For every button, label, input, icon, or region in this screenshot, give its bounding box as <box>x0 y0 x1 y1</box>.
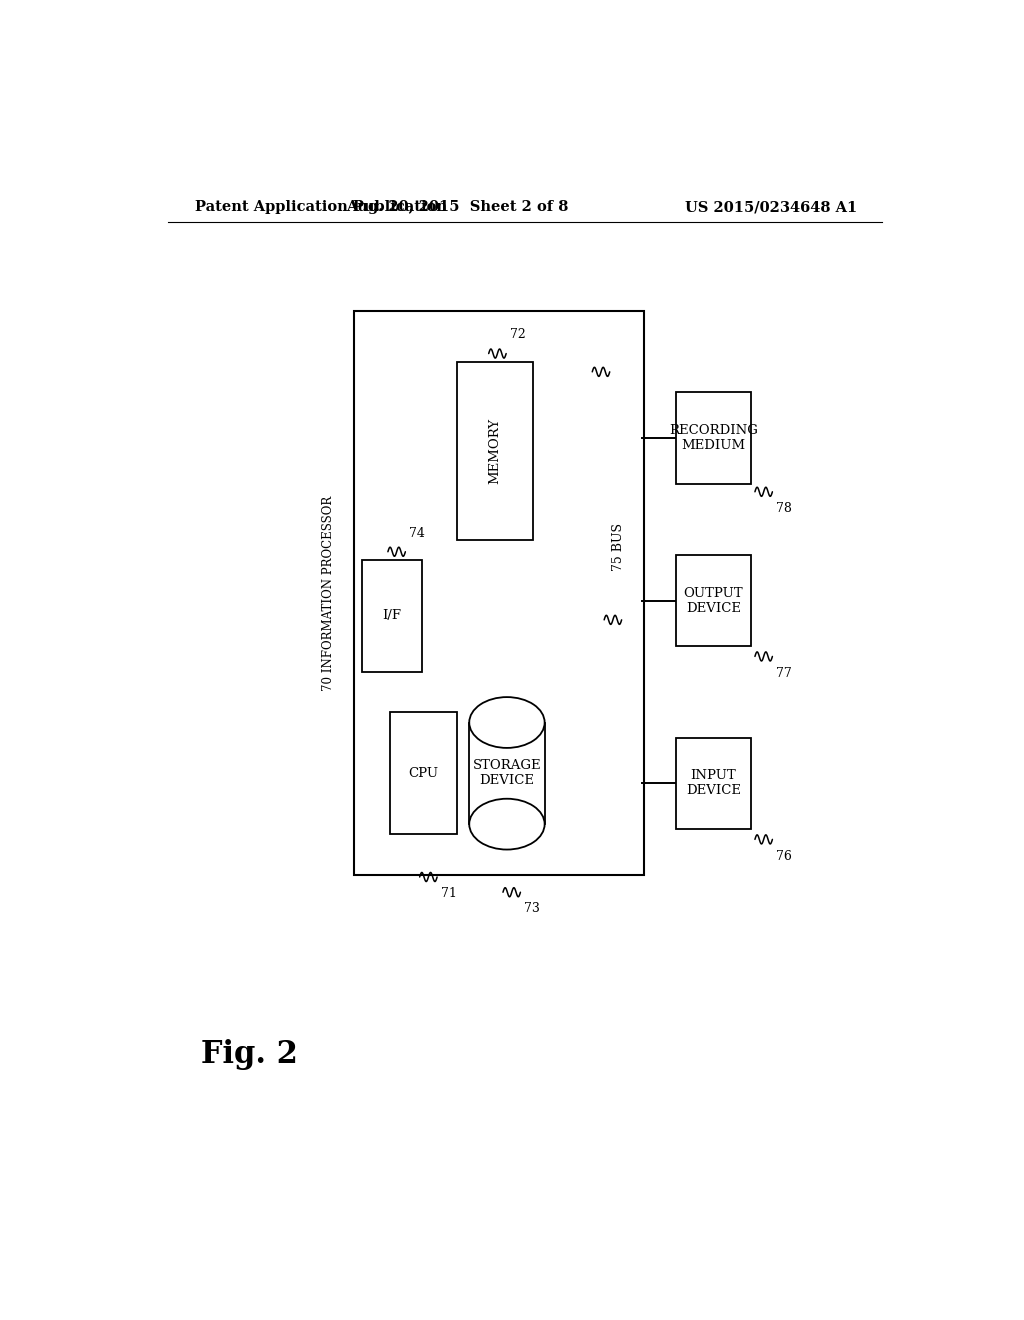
Text: OUTPUT
DEVICE: OUTPUT DEVICE <box>683 586 743 615</box>
Bar <box>469 722 545 824</box>
Bar <box>676 554 751 647</box>
Ellipse shape <box>469 799 545 850</box>
Bar <box>354 310 644 875</box>
Text: 70 INFORMATION PROCESSOR: 70 INFORMATION PROCESSOR <box>323 495 335 690</box>
Text: CPU: CPU <box>409 767 438 780</box>
Text: Aug. 20, 2015  Sheet 2 of 8: Aug. 20, 2015 Sheet 2 of 8 <box>346 201 568 214</box>
Text: RECORDING
MEDIUM: RECORDING MEDIUM <box>669 424 758 451</box>
Text: 71: 71 <box>441 887 457 900</box>
Text: 72: 72 <box>510 329 526 342</box>
Text: 77: 77 <box>775 667 792 680</box>
Text: 76: 76 <box>775 850 792 862</box>
Bar <box>362 560 422 672</box>
Text: 74: 74 <box>410 527 425 540</box>
Bar <box>390 713 458 834</box>
Bar <box>458 362 532 540</box>
Bar <box>676 738 751 829</box>
Text: MEMORY: MEMORY <box>488 417 502 483</box>
Text: STORAGE
DEVICE: STORAGE DEVICE <box>473 759 542 787</box>
Text: 75 BUS: 75 BUS <box>612 523 625 572</box>
Text: Patent Application Publication: Patent Application Publication <box>196 201 447 214</box>
Text: US 2015/0234648 A1: US 2015/0234648 A1 <box>685 201 857 214</box>
Text: Fig. 2: Fig. 2 <box>201 1039 298 1071</box>
Text: INPUT
DEVICE: INPUT DEVICE <box>686 770 740 797</box>
Text: 73: 73 <box>524 903 541 915</box>
Ellipse shape <box>469 697 545 748</box>
Text: I/F: I/F <box>382 610 401 622</box>
Bar <box>676 392 751 483</box>
Text: 78: 78 <box>775 502 792 515</box>
